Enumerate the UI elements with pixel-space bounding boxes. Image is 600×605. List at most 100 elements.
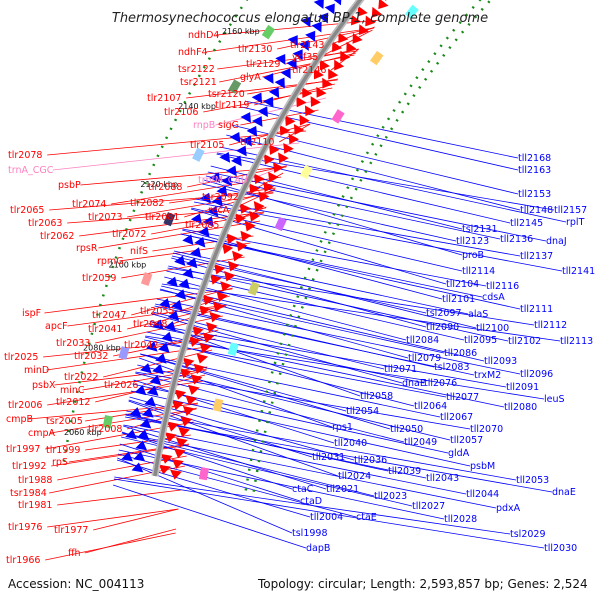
- forward-gene-arrow: [178, 427, 190, 438]
- forward-label-connector: [47, 130, 307, 156]
- forward-gene-label: tlr1981: [18, 500, 52, 511]
- forward-gene-label: tlr2146: [292, 65, 326, 76]
- forward-label-connector: [121, 256, 245, 279]
- forward-gene-label: tsr2122: [178, 64, 215, 75]
- reverse-gene-arrow: [135, 440, 148, 451]
- forward-label-connector: [319, 29, 373, 58]
- forward-gene-label: cmpB: [6, 414, 33, 425]
- reverse-gene-label: tll2145: [510, 218, 543, 229]
- forward-gene-arrow: [253, 173, 265, 185]
- forward-gene-arrow: [220, 281, 232, 292]
- forward-gene-arrow: [185, 395, 198, 406]
- reverse-gene-label: tsl1998: [292, 528, 328, 539]
- reverse-gene-arrow: [164, 321, 176, 332]
- forward-gene-label: tlr1988: [18, 475, 52, 486]
- reverse-gene-label: dnaE: [402, 378, 426, 389]
- reverse-gene-label: ctaD: [300, 496, 322, 507]
- forward-gene-arrow: [188, 336, 201, 347]
- reverse-gene-label: tll2086: [444, 348, 477, 359]
- forward-gene-label: tlr2082: [130, 198, 164, 209]
- reverse-gene-arrow: [324, 3, 335, 15]
- forward-gene-arrow: [213, 263, 226, 275]
- forward-gene-label: tlr2073: [88, 212, 122, 223]
- forward-gene-arrow: [378, 0, 389, 10]
- reverse-gene-label: tll2102: [508, 336, 541, 347]
- reverse-gene-label: tll2030: [544, 543, 577, 554]
- reverse-gene-label: dnaE: [552, 487, 576, 498]
- forward-gene-arrow: [258, 191, 270, 202]
- reverse-gene-label: tll2136: [500, 234, 533, 245]
- forward-gene-label: cmpA: [28, 428, 56, 439]
- forward-gene-arrow: [180, 416, 193, 427]
- forward-gene-label: tlr1997: [6, 444, 40, 455]
- reverse-gene-label: tll2157: [554, 205, 587, 216]
- forward-gene-label: tlr2041: [88, 324, 122, 335]
- forward-label-connector: [119, 242, 251, 262]
- reverse-gene-label: tll2137: [520, 251, 553, 262]
- forward-gene-arrow: [244, 220, 256, 232]
- forward-gene-arrow: [226, 233, 238, 244]
- reverse-gene-arrow: [241, 135, 252, 147]
- reverse-gene-arrow: [186, 257, 198, 269]
- reverse-gene-label: tll2049: [404, 437, 437, 448]
- forward-gene-arrow: [371, 6, 382, 18]
- forward-gene-arrow: [210, 274, 222, 285]
- forward-label-connector: [131, 287, 233, 316]
- forward-gene-arrow: [346, 41, 357, 53]
- forward-label-connector: [45, 421, 194, 450]
- reverse-gene-label: tll2053: [516, 475, 549, 486]
- reverse-gene-label: tll2153: [518, 189, 551, 200]
- forward-gene-label: sigG: [218, 120, 239, 131]
- reverse-gene-arrow: [268, 87, 280, 98]
- reverse-gene-label: proB: [462, 250, 484, 261]
- reverse-gene-arrow: [226, 165, 237, 177]
- reverse-label-connector: [114, 476, 511, 535]
- forward-gene-arrow: [334, 59, 345, 71]
- forward-gene-label: tlr2078: [8, 150, 42, 161]
- reverse-label-connector: [140, 353, 391, 430]
- feature-blocks: [102, 4, 419, 481]
- reverse-label-connector: [203, 179, 463, 256]
- forward-gene-label: tlr1976: [8, 522, 42, 533]
- forward-gene-label: rpmG: [97, 256, 124, 267]
- forward-label-connector: [219, 54, 355, 83]
- forward-gene-arrow: [171, 400, 184, 411]
- forward-label-connector: [186, 79, 338, 99]
- feature-block: [227, 342, 239, 357]
- forward-gene-arrow: [322, 77, 333, 89]
- reverse-gene-arrow: [161, 331, 173, 343]
- kbp-label: 2060 kbp: [64, 428, 102, 437]
- forward-gene-arrow: [310, 96, 321, 107]
- forward-gene-label: tlr1999: [46, 445, 80, 456]
- forward-label-connector: [45, 532, 176, 561]
- reverse-label-connector: [116, 459, 311, 518]
- reverse-gene-arrow: [174, 289, 187, 300]
- forward-gene-arrow: [202, 294, 214, 306]
- reverse-gene-arrow: [182, 234, 194, 245]
- forward-gene-label: tsr2120: [208, 89, 245, 100]
- forward-label-connector: [57, 489, 182, 506]
- reverse-gene-label: tll2040: [334, 438, 367, 449]
- forward-label-connector: [51, 444, 189, 467]
- feature-block: [198, 467, 209, 481]
- reverse-gene-label: tll2028: [444, 514, 477, 525]
- reverse-gene-label: tll2077: [446, 392, 479, 403]
- reverse-gene-label: tsl2131: [462, 224, 498, 235]
- reverse-gene-label: dapB: [306, 543, 330, 554]
- forward-gene-arrow: [351, 14, 362, 26]
- reverse-label-connector: [173, 252, 477, 329]
- forward-gene-arrow: [175, 437, 188, 448]
- forward-gene-label: tlr2033: [56, 338, 90, 349]
- forward-gene-label: tlr2059: [82, 273, 116, 284]
- reverse-gene-label: alaS: [468, 309, 488, 320]
- feature-block: [370, 50, 384, 66]
- kbp-label: 2120 kbp: [140, 180, 178, 189]
- reverse-gene-arrow: [298, 40, 309, 51]
- reverse-gene-arrow: [174, 255, 186, 266]
- kbp-label: 2080 kbp: [83, 343, 121, 352]
- forward-gene-label: nifS: [130, 246, 148, 257]
- reverse-label-connector: [231, 124, 519, 195]
- map-title: Thermosynechococcus elongatus BP-1, comp…: [112, 11, 488, 26]
- reverse-gene-label: tll2112: [534, 320, 567, 331]
- reverse-gene-arrow: [333, 0, 342, 6]
